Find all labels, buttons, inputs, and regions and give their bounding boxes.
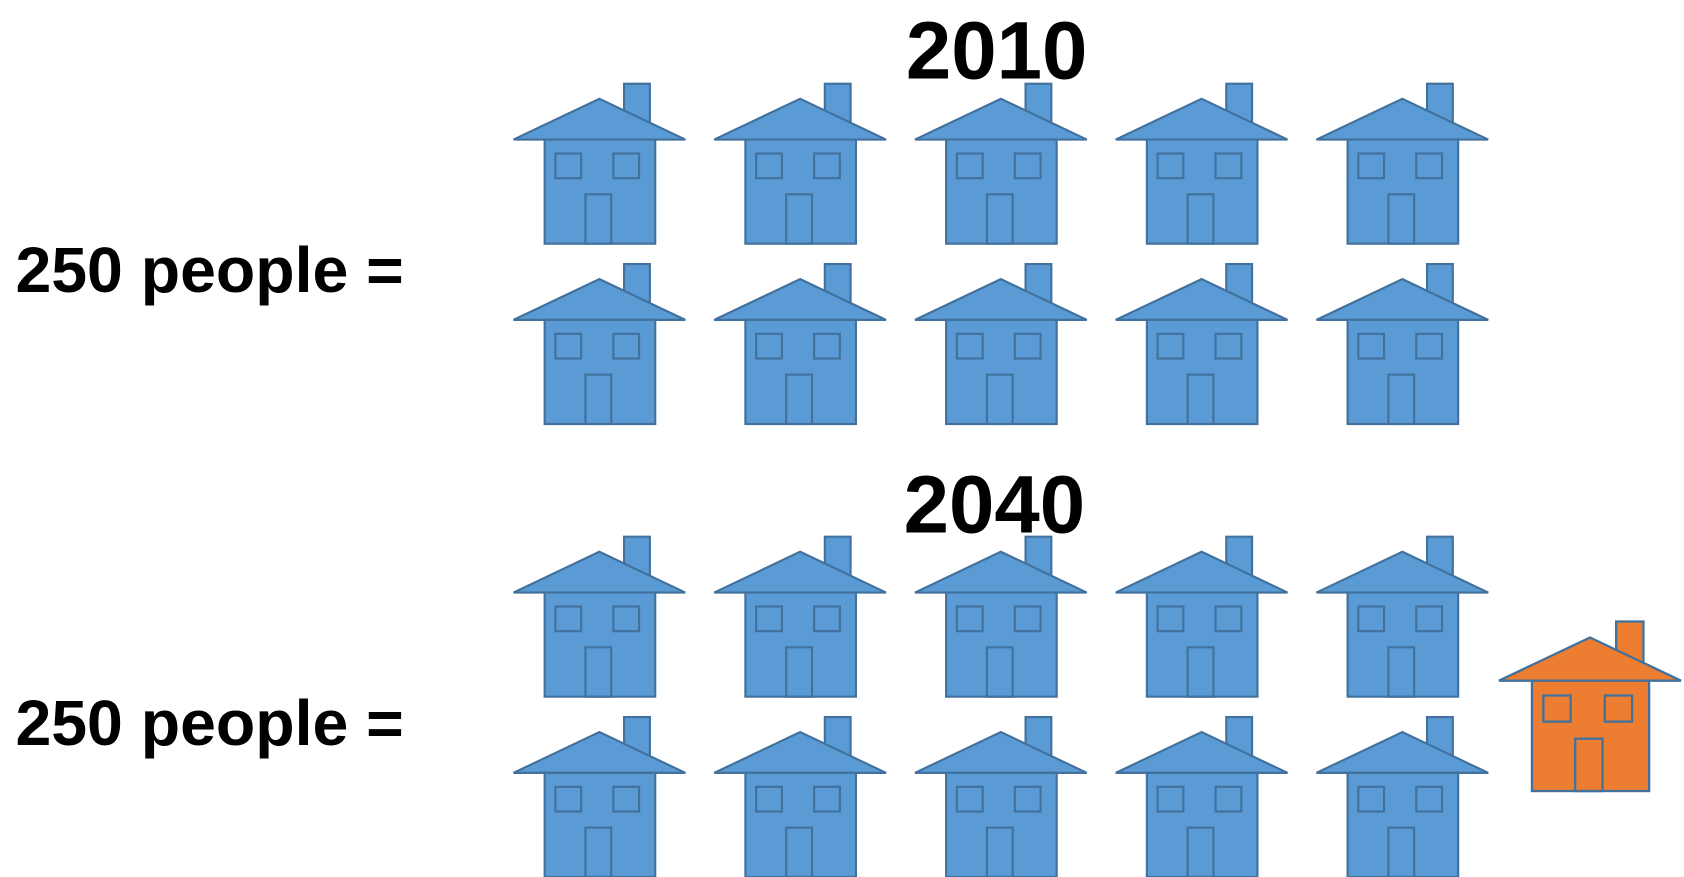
house-icon — [713, 82, 888, 245]
house-icon — [913, 535, 1088, 698]
house-icon — [1315, 535, 1490, 698]
house-grid — [512, 82, 1683, 877]
year-title: 2010 — [906, 5, 1087, 96]
house-icon — [713, 715, 888, 877]
house-icon — [1114, 715, 1289, 877]
house-icon — [1315, 715, 1490, 877]
house-icon — [1315, 82, 1490, 245]
house-icon — [1114, 535, 1289, 698]
house-icon — [713, 535, 888, 698]
year-title: 2040 — [904, 459, 1085, 550]
house-icon — [1114, 82, 1289, 245]
house-icon — [913, 715, 1088, 877]
house-icon — [913, 82, 1088, 245]
house-icon — [713, 262, 888, 426]
house-icon — [512, 82, 687, 245]
house-icon — [1114, 262, 1289, 426]
house-icon — [1497, 620, 1683, 793]
house-icon — [1315, 262, 1490, 426]
house-icon — [512, 715, 687, 877]
house-icon — [512, 262, 687, 426]
house-icon — [913, 262, 1088, 426]
house-icon — [512, 535, 687, 698]
scale-label: 250 people = — [15, 687, 403, 759]
scale-label: 250 people = — [15, 234, 403, 306]
